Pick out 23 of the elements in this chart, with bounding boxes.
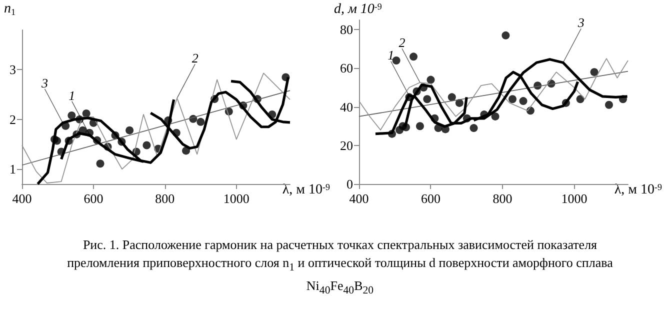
y-tick-label: 1: [10, 162, 16, 177]
x-tick-label: 400: [12, 191, 32, 206]
y-tick-label: 3: [10, 62, 16, 78]
x-tick-label: 800: [155, 191, 175, 206]
y-tick-label: 80: [340, 22, 353, 38]
annotation: 3: [40, 75, 48, 90]
y-tick-label: 40: [340, 99, 353, 114]
annotation: 2: [192, 50, 199, 66]
x-tick-label: 800: [492, 191, 512, 206]
x-tick-label: 400: [349, 191, 369, 206]
text: Рис. 1. Расположение гармоник на расчетных точках спектральных зависимостей показателя преломления приповерхностного слоя n$_{1}$ и оптической толщины d поверхности аморфного сплава Ni$_{40}$Fe$_{40}$B$_{20}$: [67, 237, 613, 296]
annotation: 3: [576, 15, 585, 30]
x-tick-label: 1000: [561, 191, 588, 206]
x-tick-label: 600: [420, 191, 440, 206]
x-tick-label: 1000: [223, 191, 250, 206]
annotation: 1: [388, 48, 394, 63]
annotation: 2: [398, 35, 406, 50]
x-tick-label: 600: [84, 191, 104, 206]
annotation: 1: [68, 88, 76, 103]
y-tick-label: 20: [340, 138, 353, 153]
y-tick-label: 0: [346, 176, 353, 192]
y-tick-label: 60: [340, 60, 353, 76]
y-tick-label: 2: [10, 112, 16, 127]
